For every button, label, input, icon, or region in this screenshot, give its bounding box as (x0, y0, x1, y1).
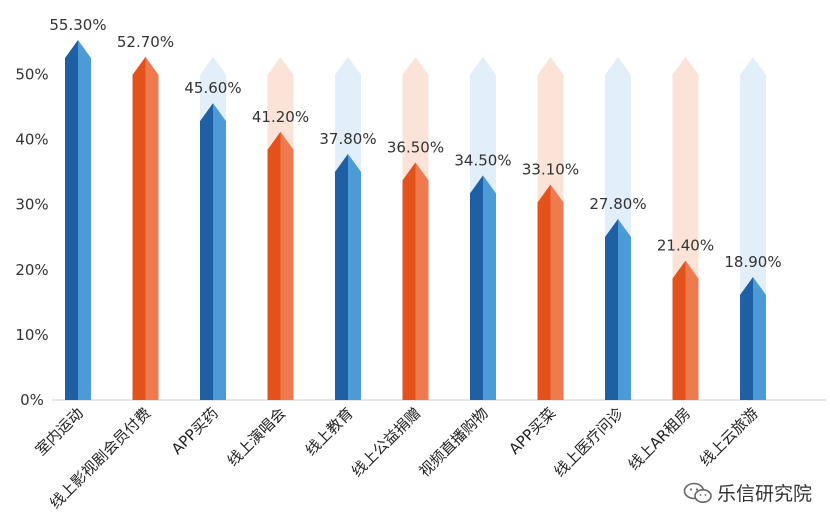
bar-left-face (335, 153, 348, 400)
watermark: 乐信研究院 (683, 479, 812, 506)
category-label: 线上云旅游 (696, 404, 762, 470)
y-tick-label: 50% (15, 66, 48, 84)
data-label: 52.70% (117, 33, 174, 51)
y-axis-ticks: 0% 10% 20% 30% 40% 50% (15, 66, 48, 409)
bar-right-face (618, 219, 631, 400)
data-label: 33.10% (522, 161, 579, 179)
bar-left-face (65, 40, 78, 400)
bar-right-face (550, 184, 564, 400)
category-label: 线上教育 (302, 404, 357, 459)
data-bars (65, 40, 766, 401)
y-tick-label: 30% (15, 196, 48, 214)
category-label: APP买菜 (505, 404, 559, 458)
bar-left-face (605, 219, 618, 400)
category-label: APP买药 (168, 404, 222, 458)
category-label: 线上公益捐赠 (348, 404, 424, 480)
data-label: 18.90% (724, 253, 781, 271)
data-label: 21.40% (657, 237, 714, 255)
bar-left-face (267, 131, 281, 401)
y-tick-label: 40% (15, 131, 48, 149)
bar-right-face (685, 260, 699, 400)
bar-right-face (145, 56, 159, 401)
y-tick-label: 0% (20, 391, 44, 409)
bar-left-face (132, 56, 146, 401)
data-label: 55.30% (49, 16, 106, 34)
category-label: 线上AR租房 (625, 404, 695, 474)
bar-right-face (213, 103, 226, 400)
wechat-icon (683, 482, 712, 503)
y-tick-label: 10% (15, 326, 48, 344)
category-label: 室内运动 (32, 404, 87, 459)
data-label: 27.80% (589, 195, 646, 213)
watermark-text: 乐信研究院 (716, 483, 812, 505)
y-tick-label: 20% (15, 261, 48, 279)
bar-right-face (280, 131, 294, 401)
data-labels: 55.30% 52.70% 45.60% 41.20% 37.80% 36.50% 34.5… (49, 16, 781, 271)
bar-left-face (470, 175, 483, 400)
bar-right-face (78, 40, 91, 400)
background-bars (132, 56, 766, 401)
category-label: 线上医疗问诊 (550, 404, 626, 480)
category-label: 视频直播购物 (415, 404, 491, 480)
bar-right-face (483, 175, 496, 400)
bar-right-face (753, 276, 766, 400)
data-label: 41.20% (252, 108, 309, 126)
bar-left-face (672, 260, 686, 400)
data-label: 45.60% (184, 79, 241, 97)
bar-right-face (415, 162, 429, 400)
data-label: 34.50% (454, 151, 511, 169)
bar-left-face (200, 103, 213, 400)
bar-left-face (740, 276, 753, 400)
category-label: 线上演唱会 (224, 404, 290, 470)
bar-left-face (402, 162, 416, 400)
bar-right-face (348, 153, 361, 400)
data-label: 36.50% (387, 138, 444, 156)
bar-left-face (537, 184, 551, 400)
data-label: 37.80% (319, 130, 376, 148)
